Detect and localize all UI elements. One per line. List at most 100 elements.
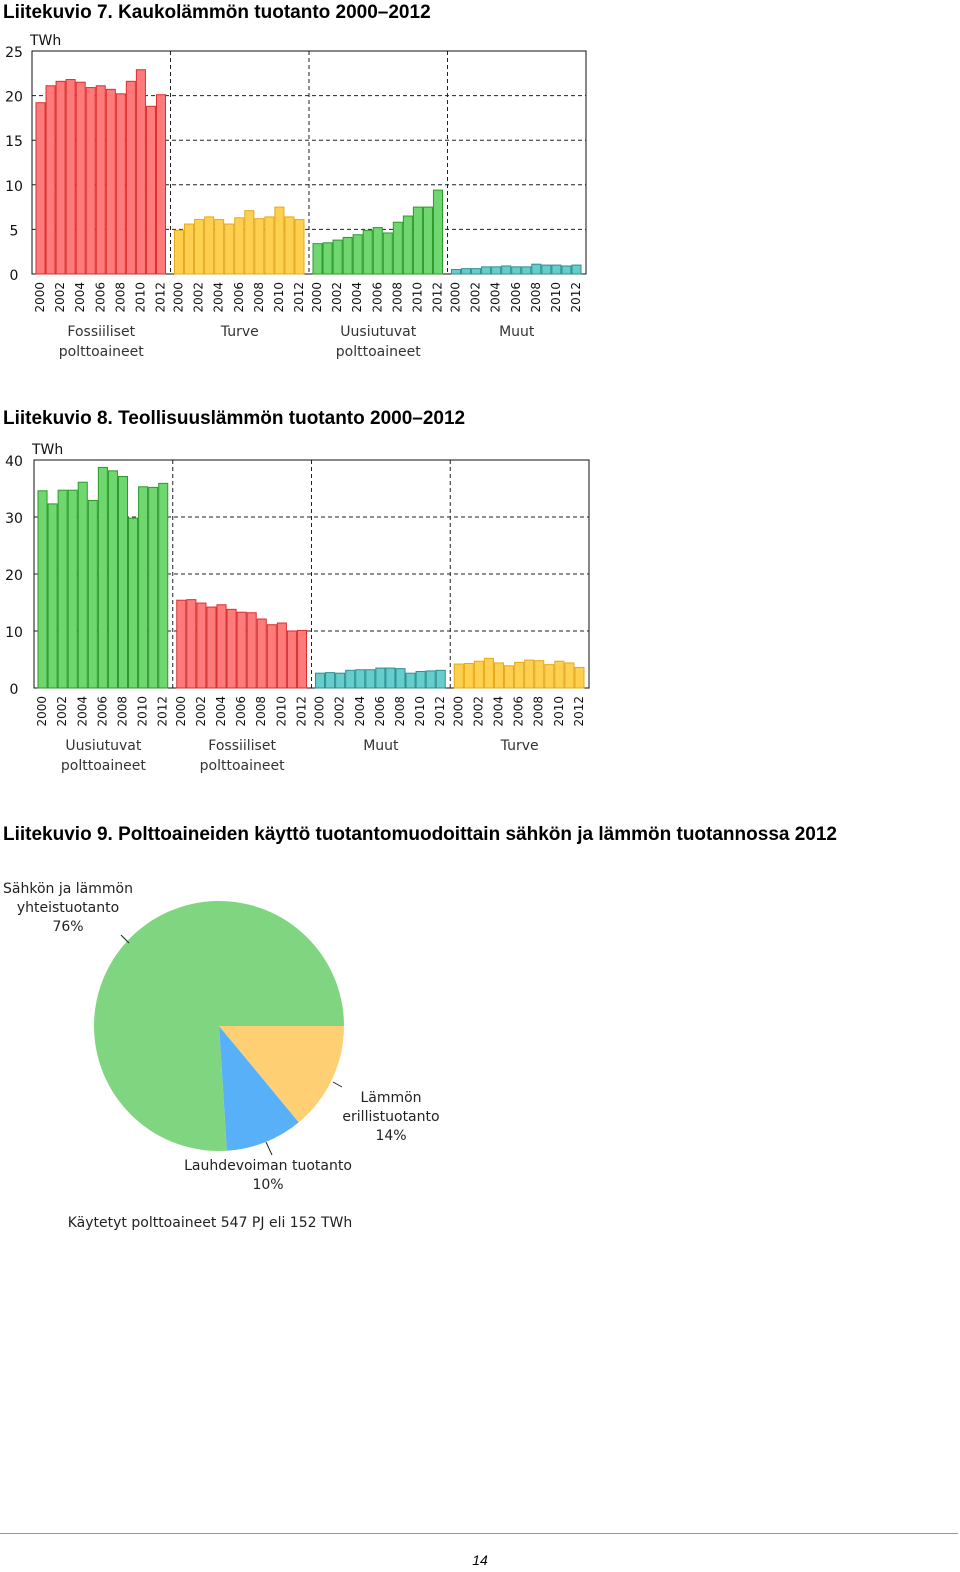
year-tick-label: 2004 [350, 282, 364, 313]
pie-label: 14% [375, 1128, 406, 1144]
bar [244, 210, 255, 275]
year-tick-label: 2012 [572, 696, 586, 727]
year-tick-label: 2012 [153, 282, 167, 313]
y-tick-label: 20 [5, 568, 23, 584]
year-tick-label: 2006 [509, 282, 523, 313]
year-tick-label: 2010 [274, 696, 288, 727]
group-label: Turve [500, 738, 539, 754]
pie-label: erillistuotanto [342, 1109, 439, 1125]
bar [174, 229, 185, 275]
bar [473, 660, 484, 689]
bar [491, 266, 502, 275]
bar [481, 266, 492, 275]
bar [501, 265, 512, 275]
bar [194, 219, 205, 275]
pie-total-label: Käytetyt polttoaineet 547 PJ eli 152 TWh [68, 1215, 352, 1231]
bar [461, 268, 472, 275]
bar [544, 664, 555, 689]
figure-7-title: Liitekuvio 7. Kaukolämmön tuotanto 2000–… [3, 2, 431, 23]
bar [204, 216, 215, 275]
group-label: polttoaineet [61, 758, 146, 774]
bar [77, 481, 88, 689]
pie-leader-line [120, 934, 130, 944]
year-tick-label: 2000 [310, 282, 324, 313]
bar [115, 93, 126, 275]
bar [186, 599, 197, 689]
bar [412, 206, 423, 275]
year-tick-label: 2008 [115, 696, 129, 727]
bar [128, 517, 139, 689]
bar [274, 206, 285, 275]
year-tick-label: 2000 [174, 696, 188, 727]
bar [451, 269, 462, 275]
bar [322, 242, 333, 275]
bar [105, 88, 116, 275]
pie-leader-line [265, 1141, 273, 1156]
bar [135, 69, 146, 275]
bar [75, 81, 86, 275]
bar [541, 264, 552, 275]
year-tick-label: 2002 [469, 282, 483, 313]
bar [224, 223, 235, 275]
bar [107, 470, 118, 689]
pie-label: Lämmön [360, 1090, 421, 1106]
year-tick-label: 2004 [212, 282, 226, 313]
bar [184, 223, 195, 275]
group-label: Uusiutuvat [340, 324, 416, 340]
bar [254, 218, 265, 275]
year-tick-label: 2002 [330, 282, 344, 313]
year-tick-label: 2010 [549, 282, 563, 313]
bar [315, 672, 326, 689]
y-tick-label: 25 [5, 45, 23, 61]
year-tick-label: 2006 [373, 696, 387, 727]
bar [246, 612, 257, 689]
bar [312, 243, 323, 275]
bar [415, 670, 426, 689]
group-label: Muut [363, 738, 399, 754]
bar [296, 629, 308, 689]
group-label: polttoaineet [336, 344, 421, 360]
bar [85, 87, 96, 275]
y-tick-label: 0 [10, 268, 19, 284]
figure-8-chart: 0 10 20 30 40 TWh 2000 2002 2004 2006 2008 2010 2012… [5, 442, 590, 774]
bar [483, 657, 494, 689]
bar [463, 662, 474, 689]
year-tick-label: 2008 [113, 282, 127, 313]
y-axis-unit: TWh [29, 33, 61, 49]
year-tick-label: 2002 [471, 696, 485, 727]
bar [67, 489, 78, 689]
bar [284, 216, 295, 275]
y-tick-label: 0 [10, 682, 19, 698]
bar [286, 630, 297, 689]
year-tick-label: 2000 [35, 696, 49, 727]
pie-label: 76% [52, 919, 83, 935]
group-label: polttoaineet [59, 344, 144, 360]
pie-label: Lauhdevoiman tuotanto [184, 1158, 352, 1174]
group-label: Uusiutuvat [65, 738, 141, 754]
year-tick-label: 2002 [53, 282, 67, 313]
year-tick-label: 2006 [234, 696, 248, 727]
year-tick-label: 2008 [529, 282, 543, 313]
year-tick-label: 2004 [353, 696, 367, 727]
year-tick-label: 2004 [489, 282, 503, 313]
year-tick-label: 2012 [294, 696, 308, 727]
bar [534, 660, 545, 689]
bar [65, 79, 76, 275]
bar [196, 602, 207, 689]
year-tick-label: 2002 [333, 696, 347, 727]
year-tick-label: 2002 [55, 696, 69, 727]
year-tick-label: 2012 [433, 696, 447, 727]
group-label: Fossiiliset [67, 324, 135, 340]
year-tick-label: 2010 [136, 696, 150, 727]
bar [148, 486, 159, 689]
year-tick-label: 2006 [95, 696, 109, 727]
group-label: Turve [220, 324, 259, 340]
year-tick-label: 2006 [232, 282, 246, 313]
bar [471, 268, 482, 275]
figure-9-chart: Sähkön ja lämmön yhteistuotanto 76% Lämmön e… [3, 881, 440, 1231]
bar [95, 85, 106, 275]
footer-divider [0, 1533, 958, 1534]
bar [405, 672, 416, 689]
y-tick-label: 20 [5, 90, 23, 106]
bar [392, 221, 403, 275]
